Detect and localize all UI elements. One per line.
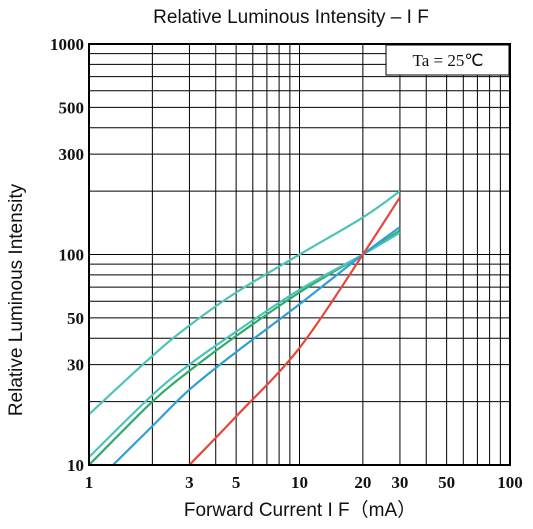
y-tick-label: 10 bbox=[67, 456, 84, 475]
plot-frame bbox=[88, 43, 511, 466]
series-line-2 bbox=[88, 229, 401, 466]
x-tick-label: 30 bbox=[391, 473, 408, 492]
x-tick-label: 100 bbox=[497, 473, 523, 492]
y-axis-label: Relative Luminous Intensity bbox=[6, 183, 27, 416]
y-tick-label: 300 bbox=[59, 145, 85, 164]
x-tick-label: 5 bbox=[232, 473, 241, 492]
y-axis: 10 30 50 100 300 500 1000 bbox=[50, 35, 84, 475]
series-lines bbox=[88, 190, 401, 466]
series-line-1 bbox=[88, 190, 401, 416]
y-tick-label: 30 bbox=[67, 356, 84, 375]
y-tick-label: 500 bbox=[59, 98, 85, 117]
grid bbox=[89, 44, 510, 465]
x-tick-label: 50 bbox=[438, 473, 455, 492]
y-tick-label: 100 bbox=[59, 246, 85, 265]
annotation-box bbox=[385, 44, 510, 76]
x-axis-label: Forward Current I F（mA） bbox=[184, 499, 416, 521]
x-tick-label: 1 bbox=[85, 473, 94, 492]
chart-title: Relative Luminous Intensity – I F bbox=[153, 7, 429, 28]
x-tick-label: 20 bbox=[354, 473, 371, 492]
y-tick-label: 50 bbox=[67, 309, 84, 328]
x-axis: 1 3 5 10 20 30 50 100 bbox=[85, 473, 523, 492]
x-tick-label: 10 bbox=[291, 473, 308, 492]
series-line-5 bbox=[188, 196, 401, 466]
y-tick-label: 1000 bbox=[50, 35, 84, 54]
x-tick-label: 3 bbox=[185, 473, 194, 492]
annotation-text: Ta = 25℃ bbox=[413, 51, 484, 70]
